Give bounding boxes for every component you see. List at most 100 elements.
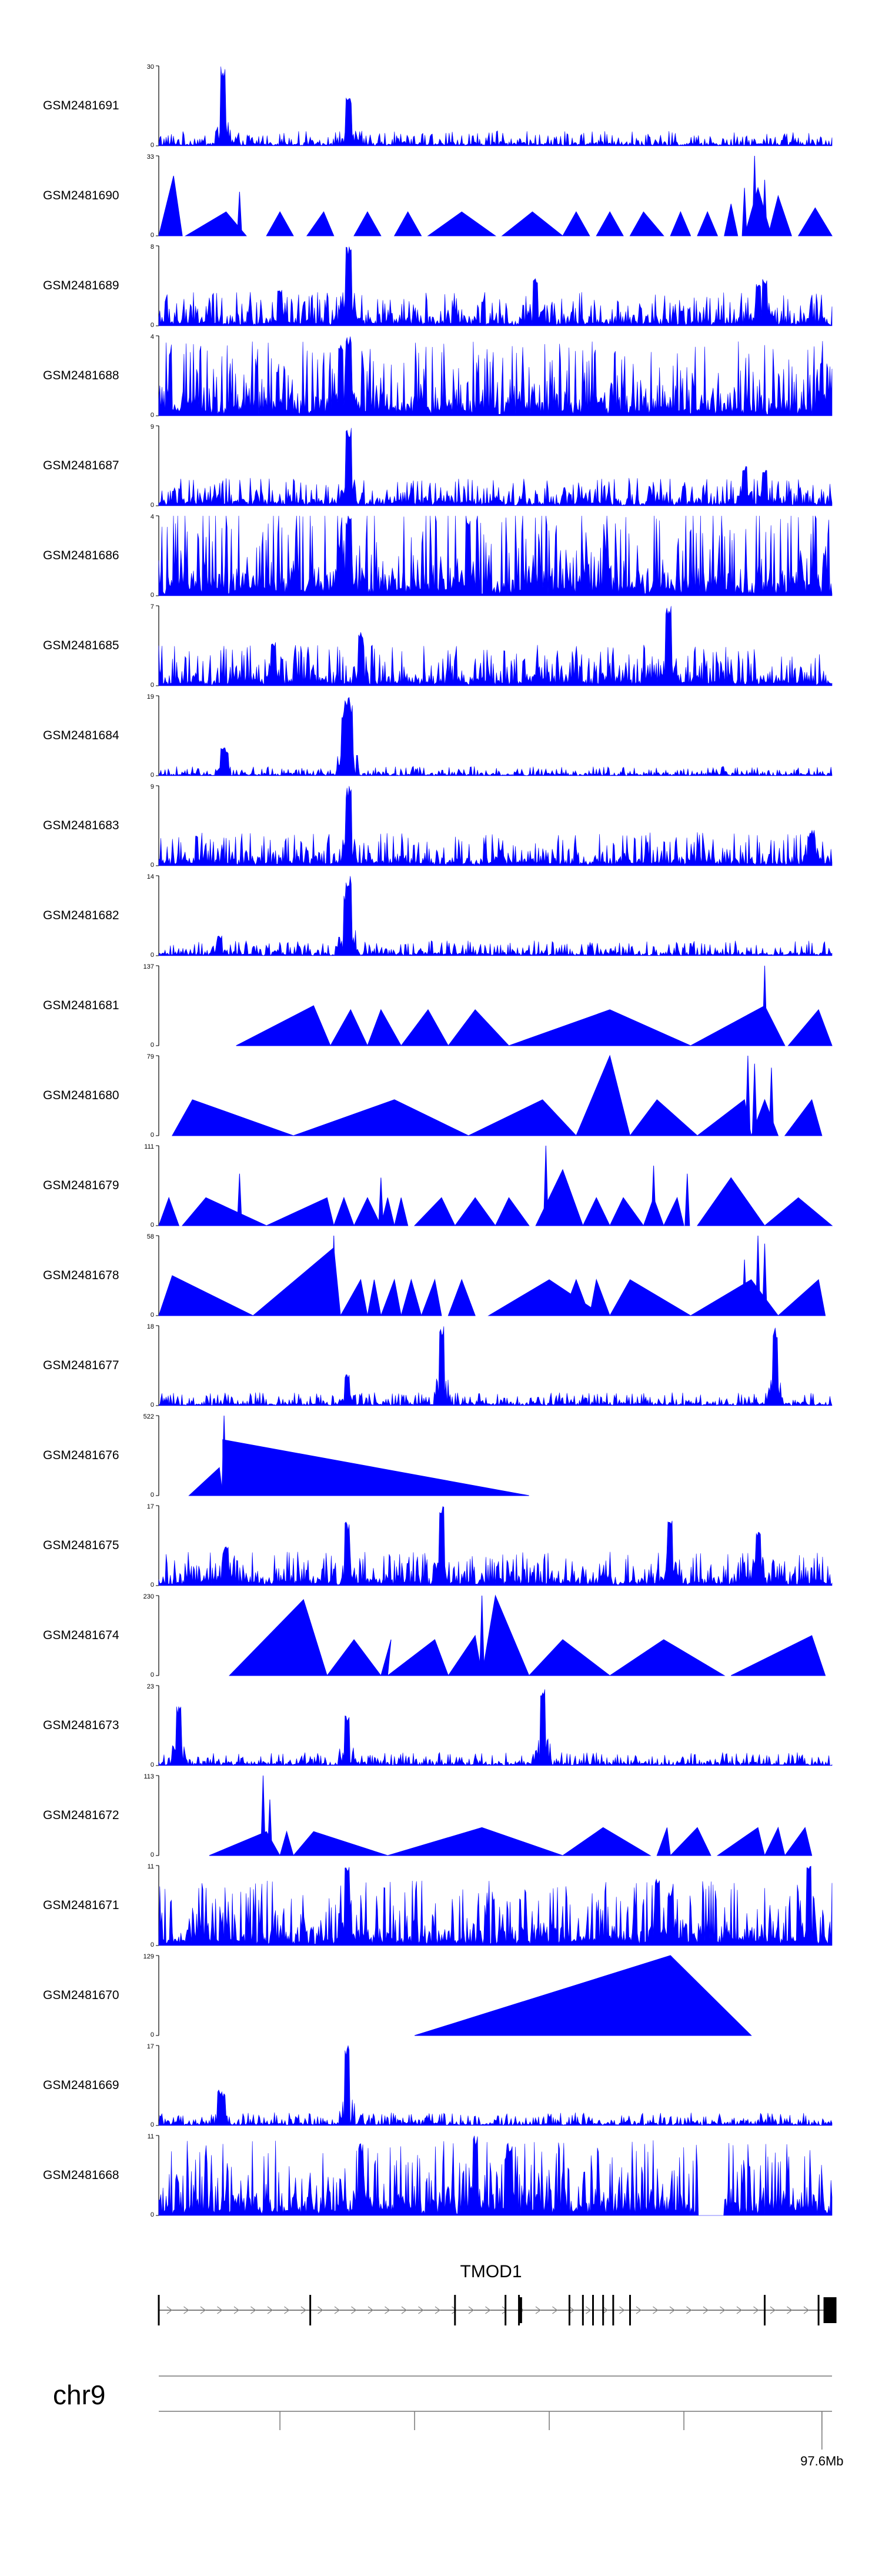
- chromosome-label: chr9: [53, 2380, 105, 2410]
- track-ymax-label: 17: [147, 1503, 154, 1510]
- track-label: GSM2481669: [43, 2078, 119, 2092]
- track-signal-segment: [184, 211, 247, 236]
- track-ymin-label: 0: [151, 592, 154, 599]
- gene-exon-thick: [823, 2297, 837, 2323]
- track-ymax-label: 230: [143, 1593, 154, 1600]
- track-signal-peak: [741, 1259, 747, 1316]
- track-signal-segment: [266, 1197, 335, 1226]
- gene-strand-arrow: [586, 2306, 592, 2314]
- gene-strand-arrow: [368, 2306, 374, 2314]
- track-signal-segment: [222, 1439, 529, 1496]
- track-signal-segment: [724, 203, 739, 236]
- track-ymin-label: 0: [151, 952, 154, 959]
- track-signal-segment: [266, 211, 294, 236]
- track-signal-segment: [293, 1099, 469, 1136]
- track-signal: [158, 1506, 833, 1586]
- track-signal-segment: [367, 1279, 382, 1316]
- track-signal-segment: [582, 1197, 610, 1226]
- gene-strand-arrow: [736, 2306, 743, 2314]
- track-label: GSM2481688: [43, 369, 119, 382]
- track-ymin-label: 0: [151, 1491, 154, 1499]
- track-signal-segment: [236, 1005, 331, 1046]
- track-signal-segment: [663, 1196, 684, 1226]
- track-signal: [158, 336, 833, 416]
- gene-strand-arrow: [385, 2306, 390, 2314]
- track-label: GSM2481672: [43, 1808, 119, 1822]
- track-label: GSM2481686: [43, 549, 119, 562]
- gene-strand-arrow: [485, 2306, 491, 2314]
- track-signal-peak: [745, 1055, 751, 1136]
- gene-strand-arrow: [803, 2306, 810, 2314]
- gene-strand-arrow: [753, 2306, 759, 2314]
- gene-strand-arrow: [217, 2306, 223, 2314]
- track-signal-peak: [300, 1599, 306, 1676]
- track-signal: [158, 1866, 833, 1946]
- track-signal-segment: [182, 1197, 267, 1226]
- track-signal-segment: [596, 211, 624, 236]
- gene-strand-arrow: [703, 2306, 709, 2314]
- track-signal-peak: [267, 1799, 273, 1856]
- track-ymax-label: 111: [144, 1143, 154, 1150]
- track-signal-segment: [306, 211, 335, 236]
- gene-strand-arrow: [535, 2306, 542, 2314]
- track-ymax-label: 18: [147, 1323, 154, 1330]
- track-signal-segment: [696, 1099, 752, 1136]
- track-ymax-label: 23: [147, 1683, 154, 1690]
- track-signal-segment: [447, 1009, 510, 1046]
- track-signal-segment: [340, 1279, 368, 1316]
- track-ymin-label: 0: [151, 2121, 154, 2128]
- track-signal-peak: [684, 1173, 690, 1226]
- gene-strand-arrow: [720, 2306, 726, 2314]
- gene-strand-arrow: [166, 2306, 173, 2314]
- track-signal-segment: [589, 1278, 610, 1316]
- track-ymax-label: 8: [151, 243, 154, 251]
- track-ymin-label: 0: [151, 1581, 154, 1589]
- track-label: GSM2481678: [43, 1269, 119, 1282]
- gene-strand-arrow: [401, 2306, 407, 2314]
- track-signal-segment: [576, 1055, 631, 1136]
- track-signal-segment: [670, 211, 691, 236]
- track-signal-peak: [751, 155, 757, 236]
- track-signal: [158, 515, 833, 596]
- track-signal-segment: [716, 1827, 766, 1856]
- track-label: GSM2481679: [43, 1179, 119, 1192]
- track-signal-segment: [697, 211, 719, 236]
- track-signal-segment: [326, 1639, 382, 1676]
- track-signal: [158, 2045, 833, 2126]
- track-label: GSM2481685: [43, 639, 119, 652]
- track-ymin-label: 0: [151, 2211, 154, 2218]
- track-label: GSM2481680: [43, 1089, 119, 1102]
- track-ymin-label: 0: [151, 862, 154, 869]
- track-ymin-label: 0: [151, 2031, 154, 2038]
- track-ymax-label: 11: [148, 2133, 154, 2140]
- track-ymax-label: 33: [147, 154, 154, 161]
- track-signal-segment: [629, 1099, 699, 1136]
- gene-strand-arrow: [552, 2306, 558, 2314]
- track-signal-segment: [562, 1279, 590, 1316]
- gene-strand-arrow: [183, 2306, 189, 2314]
- track-signal-segment: [764, 1826, 786, 1856]
- track-signal: [158, 786, 833, 866]
- track-label: GSM2481687: [43, 459, 119, 472]
- track-ymin-label: 0: [151, 232, 154, 239]
- gene-strand-arrow: [418, 2306, 424, 2314]
- track-ymin-label: 0: [151, 1851, 154, 1858]
- track-ymin-label: 0: [151, 142, 154, 149]
- track-signal-segment: [764, 1197, 833, 1226]
- track-signal-segment: [629, 211, 664, 236]
- gene-strand-arrow: [267, 2306, 273, 2314]
- track-ymax-label: 79: [147, 1053, 154, 1060]
- track-signal-segment: [380, 1278, 402, 1316]
- track-signal-peak: [479, 1595, 485, 1676]
- track-signal-segment: [158, 1275, 253, 1316]
- track-signal-peak: [751, 1063, 757, 1136]
- track-label: GSM2481689: [43, 279, 119, 292]
- track-label: GSM2481671: [43, 1898, 119, 1912]
- track-signal-segment: [380, 1197, 395, 1226]
- gene-strand-arrow: [619, 2306, 625, 2314]
- track-ymin-label: 0: [151, 412, 154, 419]
- gene-strand-arrow: [569, 2306, 575, 2314]
- track-label: GSM2481677: [43, 1359, 119, 1372]
- track-ymin-label: 0: [151, 1671, 154, 1679]
